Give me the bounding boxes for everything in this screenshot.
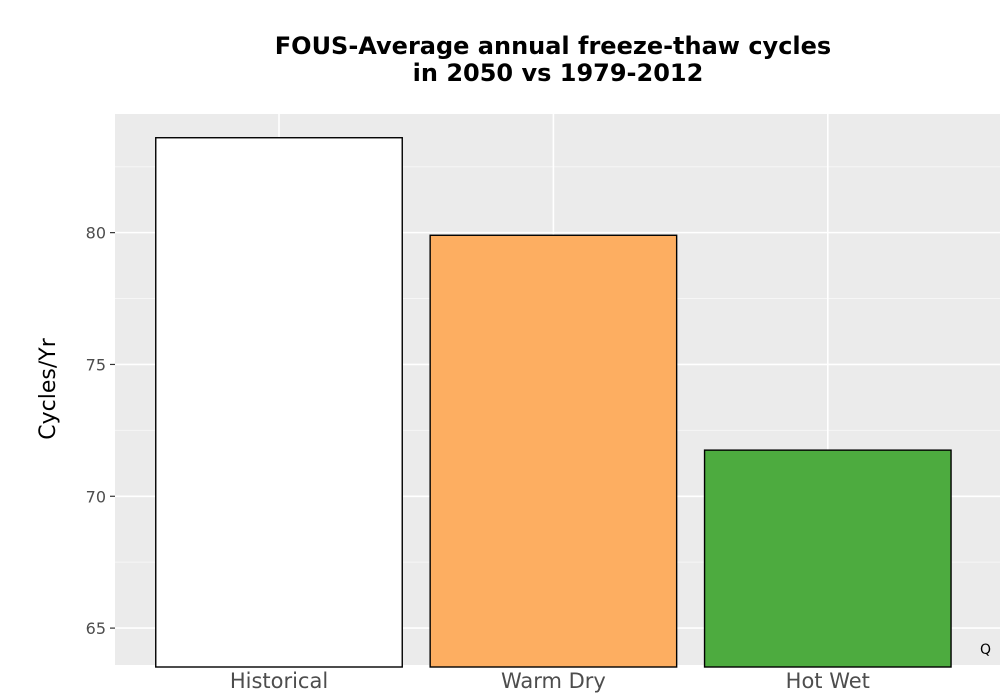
x-tick-label: Warm Dry bbox=[501, 669, 606, 693]
chart-title-line-1: FOUS-Average annual freeze-thaw cycles bbox=[275, 32, 831, 60]
y-tick-label: 80 bbox=[86, 224, 106, 243]
corner-mark: Q bbox=[980, 642, 991, 658]
chart-title-line-2: in 2050 vs 1979-2012 bbox=[413, 59, 704, 87]
bar-hot-wet bbox=[703, 449, 952, 668]
y-tick-label: 70 bbox=[86, 487, 106, 506]
x-axis-ticks: Historical Warm Dry Hot Wet bbox=[230, 669, 870, 693]
y-tick-label: 75 bbox=[86, 355, 106, 374]
y-axis-ticks: 65 70 75 80 bbox=[86, 224, 115, 638]
x-tick-label: Hot Wet bbox=[786, 669, 870, 693]
bar-warm-dry bbox=[429, 234, 678, 668]
y-axis-label: Cycles/Yr bbox=[36, 337, 61, 439]
bar-historical bbox=[155, 137, 403, 668]
y-tick-label: 65 bbox=[86, 619, 106, 638]
bars bbox=[155, 137, 952, 668]
x-tick-label: Historical bbox=[230, 669, 328, 693]
